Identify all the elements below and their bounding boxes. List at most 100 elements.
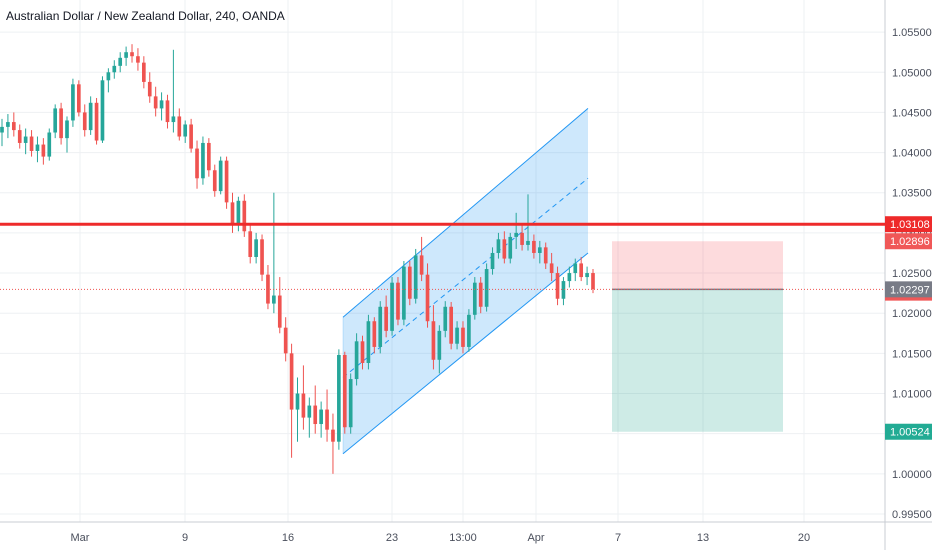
candle-body[interactable]	[283, 327, 288, 354]
candle-body[interactable]	[147, 81, 152, 97]
channel-lower-line[interactable]	[342, 252, 589, 455]
candle-body[interactable]	[532, 240, 536, 253]
candle-body[interactable]	[443, 306, 448, 331]
candle-body[interactable]	[390, 282, 394, 331]
channel-mid-line[interactable]	[342, 177, 589, 378]
candle-body[interactable]	[0, 126, 4, 133]
candle-body[interactable]	[224, 160, 229, 203]
candle-body[interactable]	[165, 100, 170, 123]
candle-body[interactable]	[177, 116, 182, 137]
candle-body[interactable]	[153, 96, 158, 109]
candle-body[interactable]	[484, 269, 489, 307]
candle-body[interactable]	[41, 144, 46, 157]
candle-body[interactable]	[520, 232, 524, 245]
candle-body[interactable]	[555, 273, 560, 299]
candle-body[interactable]	[402, 266, 406, 320]
candle-body[interactable]	[573, 263, 578, 274]
candle-body[interactable]	[461, 327, 465, 347]
candle-body[interactable]	[325, 409, 329, 430]
candle-body[interactable]	[496, 239, 501, 253]
candle-body[interactable]	[248, 231, 253, 257]
candle-body[interactable]	[585, 273, 589, 278]
candle-body[interactable]	[384, 306, 388, 331]
candle-body[interactable]	[35, 144, 40, 151]
candle-body[interactable]	[242, 200, 247, 232]
channel-upper-line[interactable]	[342, 108, 589, 318]
candle-body[interactable]	[142, 62, 146, 82]
candle-body[interactable]	[549, 263, 554, 274]
candle-body[interactable]	[478, 282, 483, 307]
candle-body[interactable]	[65, 120, 69, 139]
candle-body[interactable]	[337, 354, 341, 442]
candle-body[interactable]	[413, 255, 418, 299]
candle-body[interactable]	[490, 252, 495, 270]
candle-body[interactable]	[230, 202, 235, 225]
candle-body[interactable]	[11, 122, 16, 131]
candle-body[interactable]	[342, 354, 347, 428]
candle-body[interactable]	[543, 247, 548, 264]
candle-body[interactable]	[201, 142, 205, 179]
candle-body[interactable]	[136, 56, 140, 63]
candle-body[interactable]	[455, 327, 459, 344]
candle-body[interactable]	[378, 306, 383, 347]
candle-body[interactable]	[579, 263, 584, 278]
candle-body[interactable]	[419, 255, 424, 275]
candle-body[interactable]	[331, 429, 335, 442]
candle-body[interactable]	[307, 405, 312, 418]
candle-body[interactable]	[277, 295, 282, 328]
candle-body[interactable]	[195, 148, 199, 179]
candle-body[interactable]	[396, 282, 400, 320]
candle-body[interactable]	[508, 236, 513, 259]
candle-body[interactable]	[360, 341, 365, 363]
candle-body[interactable]	[124, 52, 128, 58]
candle-body[interactable]	[29, 136, 34, 151]
position-target-zone[interactable]	[612, 289, 783, 432]
candle-body[interactable]	[47, 132, 52, 157]
candle-body[interactable]	[183, 124, 188, 137]
candle-body[interactable]	[100, 80, 105, 141]
candle-body[interactable]	[130, 52, 134, 57]
candle-body[interactable]	[348, 379, 353, 428]
candle-body[interactable]	[236, 200, 241, 225]
candle-body[interactable]	[212, 170, 217, 192]
candle-body[interactable]	[53, 108, 58, 133]
candle-body[interactable]	[171, 116, 176, 123]
candle-body[interactable]	[59, 108, 63, 139]
candle-body[interactable]	[431, 321, 436, 360]
candle-body[interactable]	[6, 122, 10, 127]
candle-body[interactable]	[366, 321, 371, 363]
candle-body[interactable]	[23, 136, 28, 143]
candle-body[interactable]	[189, 124, 193, 149]
candle-body[interactable]	[537, 247, 542, 253]
candle-body[interactable]	[526, 240, 530, 245]
candle-body[interactable]	[437, 330, 442, 360]
candle-body[interactable]	[260, 239, 264, 275]
candle-body[interactable]	[502, 239, 507, 259]
candle-body[interactable]	[425, 274, 430, 322]
candle-body[interactable]	[159, 100, 164, 109]
candle-body[interactable]	[106, 72, 111, 81]
candle-body[interactable]	[301, 393, 306, 418]
position-stop-zone[interactable]	[612, 241, 783, 290]
candle-body[interactable]	[467, 314, 471, 347]
candle-body[interactable]	[407, 266, 412, 299]
candle-body[interactable]	[567, 273, 572, 282]
channel-fill[interactable]	[343, 108, 588, 454]
candle-body[interactable]	[472, 282, 477, 315]
candle-body[interactable]	[514, 232, 519, 237]
candle-body[interactable]	[218, 160, 223, 192]
candle-body[interactable]	[354, 341, 359, 380]
candle-body[interactable]	[289, 353, 294, 410]
candle-body[interactable]	[561, 281, 566, 299]
candle-body[interactable]	[372, 321, 377, 347]
candle-body[interactable]	[313, 405, 318, 425]
candle-body[interactable]	[207, 142, 211, 171]
candle-body[interactable]	[82, 112, 87, 131]
candle-body[interactable]	[76, 84, 81, 113]
candle-body[interactable]	[449, 306, 453, 344]
candle-body[interactable]	[71, 84, 75, 121]
candle-body[interactable]	[88, 102, 93, 131]
candle-body[interactable]	[254, 239, 258, 257]
